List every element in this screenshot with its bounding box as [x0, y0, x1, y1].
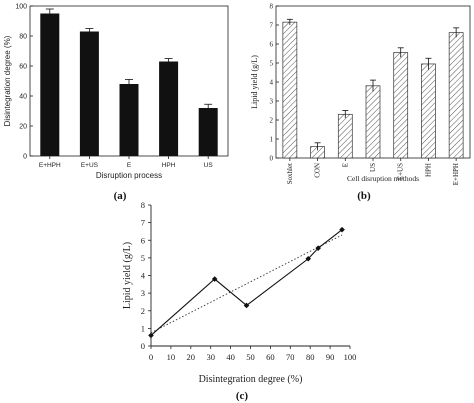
bar: [365, 85, 381, 159]
chart-a: 0 20 40 60 80 100 E+HPH E+US E HPH US Disruption pr…: [3, 4, 229, 202]
y-tick-label: 4: [141, 271, 146, 281]
x-tick-label: 0: [149, 352, 153, 362]
y-tick-label: 1: [141, 323, 145, 333]
y-axis-label: Lipid yield (g/L): [250, 55, 259, 109]
bar: [198, 108, 218, 156]
y-tick-label: 80: [19, 34, 27, 41]
y-tick-label: 60: [19, 64, 27, 71]
data-point: [243, 302, 250, 309]
series-line: [150, 229, 343, 336]
y-tick-label: 6: [141, 235, 145, 245]
x-tick-label: 20: [187, 352, 196, 362]
y-tick-label: 2: [141, 306, 145, 316]
x-tick-label: HPH: [162, 162, 176, 169]
chart-b: 0 1 2 3 4 5 6 7 8 Soxhlet CON E US E+US HPH E+HPH Cell d…: [250, 3, 471, 202]
bar: [79, 31, 99, 156]
x-tick-label: US: [369, 163, 377, 172]
x-tick-label: E: [341, 163, 349, 167]
x-tick-label: E+US: [81, 162, 99, 169]
y-axis-label: Lipid yield (g/L): [122, 242, 133, 309]
bar: [159, 61, 179, 156]
x-tick-label: E: [127, 162, 132, 169]
y-tick-label: 7: [141, 218, 145, 228]
trendline: [150, 234, 343, 334]
data-point: [315, 245, 321, 251]
bar: [448, 32, 464, 159]
x-tick-label: 30: [206, 352, 215, 362]
y-tick-label: 100: [15, 4, 27, 11]
y-tick-label: 3: [141, 288, 145, 298]
x-tick-label: HPH: [424, 163, 432, 177]
y-tick-label: 8: [270, 3, 274, 11]
x-tick-label: 90: [326, 352, 335, 362]
x-tick-label: CON: [314, 163, 322, 178]
y-tick-label: 40: [19, 94, 27, 101]
y-tick-label: 1: [270, 136, 274, 144]
panel-label: (b): [357, 190, 371, 202]
x-axis-label: Disruption process: [96, 171, 162, 180]
bar: [421, 63, 436, 159]
y-tick-label: 8: [141, 200, 145, 210]
bar: [393, 52, 409, 159]
y-tick-label: 3: [270, 98, 274, 106]
x-tick-label: 70: [286, 352, 295, 362]
x-tick-label: E+US: [397, 163, 405, 180]
x-axis-label: Disintegration degree (%): [199, 374, 303, 385]
y-tick-label: 4: [270, 79, 274, 87]
x-tick-label: 80: [306, 352, 315, 362]
bar: [282, 21, 298, 159]
x-tick-label: 100: [344, 352, 357, 362]
x-axis-label: Cell disruption methods: [347, 174, 419, 183]
data-point: [305, 255, 312, 262]
x-tick-label: E+HPH: [39, 162, 61, 169]
x-tick-label: US: [204, 162, 214, 169]
y-tick-label: 20: [19, 124, 27, 131]
y-axis-label: Disintegration degree (%): [3, 35, 12, 126]
y-tick-label: 0: [23, 154, 27, 161]
x-tick-label: 50: [246, 352, 255, 362]
y-tick-label: 0: [270, 155, 274, 163]
x-tick-label: 40: [226, 352, 235, 362]
y-tick-label: 2: [270, 117, 274, 125]
bar: [119, 84, 139, 156]
y-tick-label: 6: [270, 41, 274, 49]
x-tick-label: Soxhlet: [286, 163, 294, 184]
bar: [40, 13, 60, 156]
data-point: [148, 332, 154, 339]
panel-label: (a): [114, 190, 127, 202]
y-tick-label: 5: [270, 60, 274, 68]
y-tick-label: 0: [141, 341, 145, 351]
panel-label: (c): [236, 390, 249, 402]
x-tick-label: 10: [167, 352, 176, 362]
x-tick-label: E+HPH: [452, 163, 460, 185]
data-point: [339, 226, 345, 233]
x-tick-label: 60: [266, 352, 275, 362]
y-tick-label: 5: [141, 253, 145, 263]
bar: [337, 113, 353, 159]
y-tick-label: 7: [270, 22, 274, 30]
data-point: [211, 276, 218, 282]
